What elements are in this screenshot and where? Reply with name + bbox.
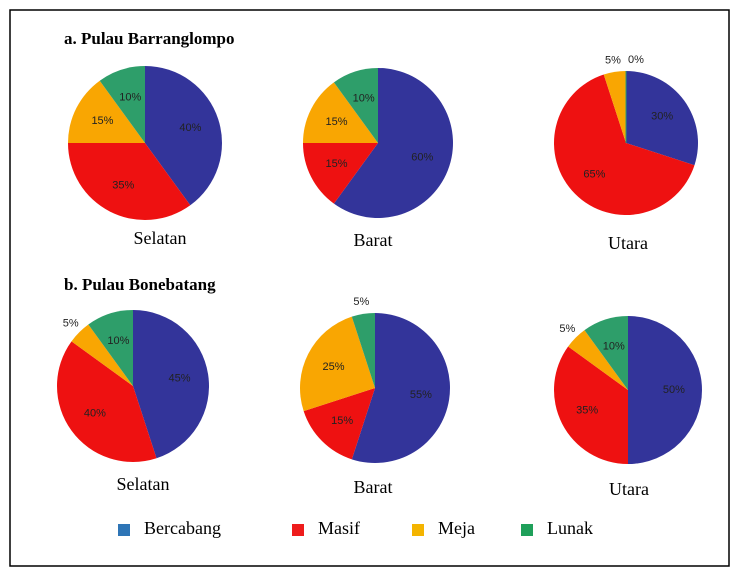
pie-title: Utara: [608, 233, 648, 253]
slice-label: 0%: [628, 54, 644, 66]
slice-label: 5%: [559, 323, 575, 335]
legend-swatch: [521, 524, 533, 536]
pie-slice: [68, 80, 145, 143]
slice-label: 10%: [353, 93, 375, 105]
slice-label: 5%: [353, 296, 369, 308]
pie-slice: [68, 143, 191, 220]
legend-label: Bercabang: [144, 518, 221, 538]
slice-label: 45%: [169, 373, 191, 385]
pie-title: Selatan: [134, 228, 187, 248]
pie-slice: [56, 341, 157, 463]
legend-swatch: [118, 524, 130, 536]
legend-label: Masif: [318, 518, 360, 538]
pie-slice: [603, 71, 626, 143]
slice-label: 10%: [107, 335, 129, 347]
legend-swatch: [412, 524, 424, 536]
slice-label: 35%: [576, 405, 598, 417]
pie-title: Barat: [354, 230, 393, 250]
pie-slice: [88, 310, 133, 386]
pie-slice: [351, 313, 375, 388]
slice-label: 15%: [91, 115, 113, 127]
slice-label: 10%: [119, 92, 141, 104]
slice-label: 40%: [84, 408, 106, 420]
slice-label: 5%: [63, 318, 79, 330]
pie-slice: [584, 316, 628, 390]
pie-slice: [333, 68, 453, 218]
legend-swatch: [292, 524, 304, 536]
slice-label: 65%: [583, 168, 605, 180]
pie-slice: [145, 66, 222, 206]
slice-label: 10%: [603, 340, 625, 352]
slice-label: 30%: [651, 111, 673, 123]
pie-slice: [554, 346, 628, 464]
pie-slice: [554, 74, 695, 216]
section-title: b. Pulau Bonebatang: [64, 275, 216, 294]
pie-slice: [303, 143, 378, 204]
slice-label: 50%: [663, 384, 685, 396]
pie-slice: [71, 324, 133, 386]
slice-label: 35%: [112, 179, 134, 191]
pie-slice: [568, 330, 628, 390]
slice-label: 15%: [326, 116, 348, 128]
pie-title: Selatan: [117, 474, 170, 494]
slice-label: 60%: [411, 151, 433, 163]
pie-slice: [133, 310, 209, 459]
pie-slice: [351, 313, 451, 463]
slice-label: 40%: [179, 122, 201, 134]
slice-label: 5%: [605, 54, 621, 66]
legend-label: Meja: [438, 518, 475, 538]
pie-slice: [300, 316, 375, 412]
pie-slice: [628, 316, 702, 464]
pie-title: Utara: [609, 479, 649, 499]
pie-slice: [303, 388, 375, 460]
pie-title: Barat: [354, 477, 393, 497]
slice-label: 25%: [323, 361, 345, 373]
pie-slice: [333, 68, 378, 143]
pie-slice: [99, 66, 145, 143]
section-title: a. Pulau Barranglompo: [64, 29, 235, 48]
slice-label: 15%: [331, 415, 353, 427]
pie-slice: [303, 82, 378, 143]
slice-label: 55%: [410, 389, 432, 401]
pie-slice: [626, 71, 699, 166]
slice-label: 15%: [326, 158, 348, 170]
legend-label: Lunak: [547, 518, 593, 538]
